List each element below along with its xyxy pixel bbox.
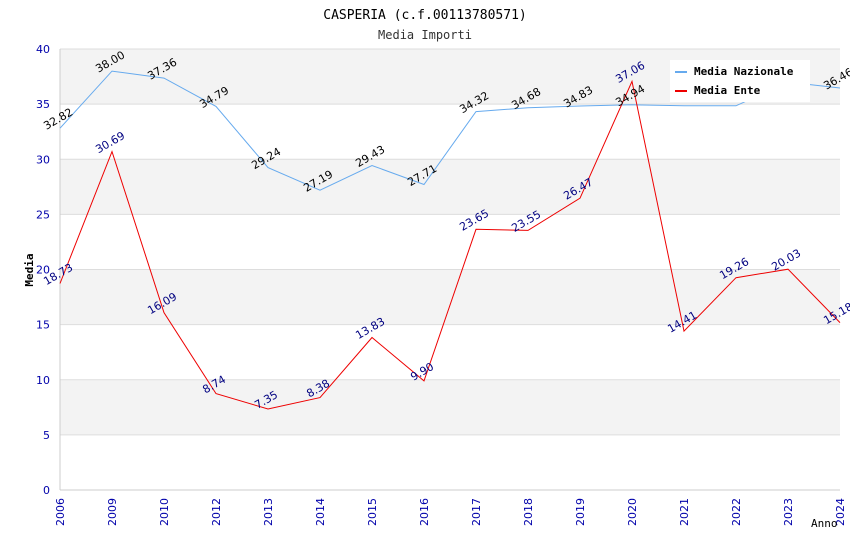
plot-band [60,434,840,490]
x-tick-label: 2013 [262,498,275,526]
y-tick-label: 10 [36,374,50,387]
legend: Media Nazionale Media Ente [670,60,810,102]
chart-title: CASPERIA (c.f.00113780571) [323,8,527,23]
series-lines [59,70,841,410]
legend-label-media-nazionale: Media Nazionale [694,65,794,78]
y-tick-label: 0 [43,484,50,497]
plot-band [60,104,840,160]
y-tick-label: 20 [36,264,50,277]
y-tick-label: 5 [43,429,50,442]
x-tick-label: 2017 [470,498,483,526]
x-tick-label: 2009 [106,498,119,526]
x-tick-label: 2018 [522,498,535,526]
x-tick-label: 2010 [158,498,171,526]
y-tick-label: 30 [36,153,50,166]
x-tick-label: 2006 [54,498,67,526]
x-tick-label: 2015 [366,498,379,526]
series-line-media-nazionale [59,70,841,191]
y-tick-label: 40 [36,43,50,56]
x-tick-label: 2020 [626,498,639,526]
x-tick-label: 2023 [782,498,795,526]
plot-band [60,269,840,325]
x-tick-label: 2021 [678,498,691,526]
x-tick-labels: 2006 2009 2010 2012 2013 2014 2015 2016 2017 2018… [54,498,847,526]
chart-subtitle: Media Importi [378,28,472,42]
y-tick-label: 15 [36,319,50,332]
legend-label-media-ente: Media Ente [694,84,761,97]
y-tick-label: 35 [36,98,50,111]
y-tick-label: 25 [36,208,50,221]
x-tick-label: 2014 [314,498,327,526]
plot-band [60,159,840,215]
x-tick-label: 2016 [418,498,431,526]
x-tick-label: 2012 [210,498,223,526]
x-tick-label: 2022 [730,498,743,526]
y-axis-label: Media [23,253,36,286]
x-tick-label: 2019 [574,498,587,526]
plot-band [60,214,840,270]
series-line-media-ente [59,79,841,410]
plot-bands [60,49,840,490]
plot-band [60,379,840,435]
axes [59,49,840,491]
y-tick-labels: 0 5 10 15 20 25 30 35 40 [36,43,50,497]
legend-box [670,60,810,102]
x-axis-label: Anno [811,517,838,530]
x-tick-label: 2024 [834,498,847,526]
